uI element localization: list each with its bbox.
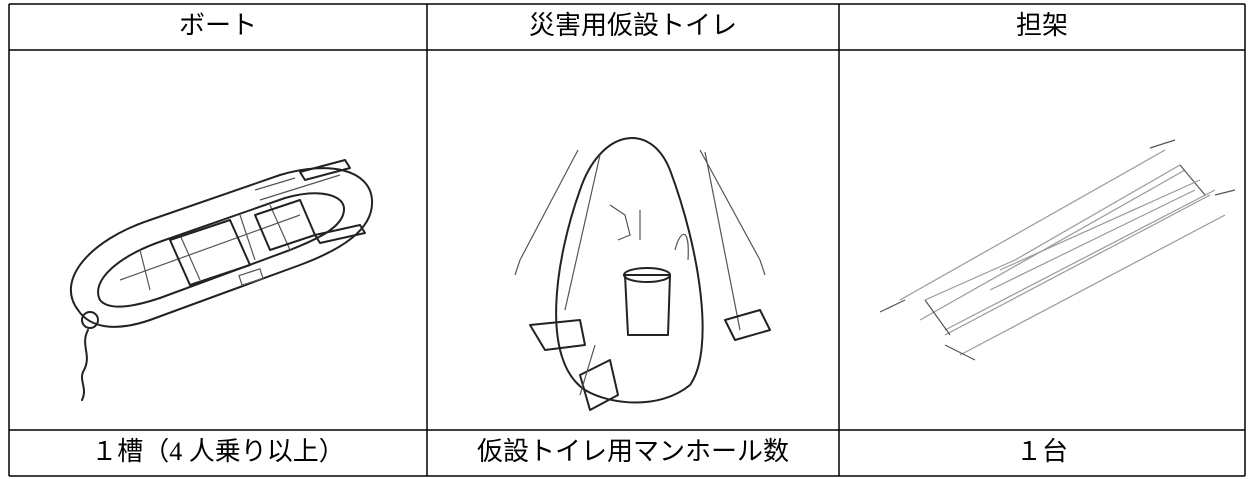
header-cell: 災害用仮設トイレ xyxy=(529,11,737,40)
boat-illustration xyxy=(69,159,374,401)
header-cell: ボート xyxy=(179,11,257,40)
header-cell: 担架 xyxy=(1016,11,1068,40)
body-cell: 仮設トイレ用マンホール数 xyxy=(477,437,789,466)
body-cell: １槽（4 人乗り以上） xyxy=(91,437,345,466)
stretcher-illustration xyxy=(879,139,1236,361)
body-cell: １台 xyxy=(1016,437,1068,466)
table-grid xyxy=(8,3,1246,477)
toilet-tent-illustration xyxy=(514,137,771,411)
